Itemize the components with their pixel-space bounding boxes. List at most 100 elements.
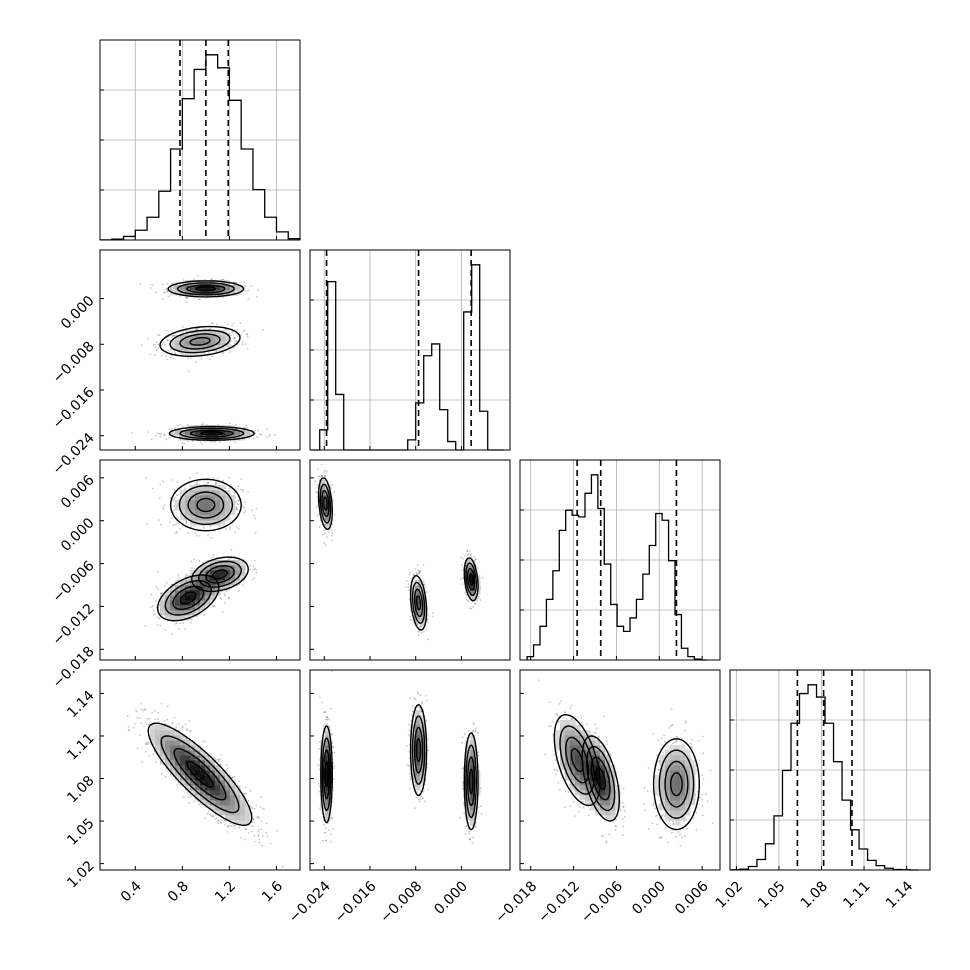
density-cell xyxy=(215,565,221,571)
scatter-point xyxy=(161,480,164,483)
scatter-point xyxy=(149,353,152,356)
scatter-point xyxy=(251,807,254,810)
scatter-point xyxy=(325,536,328,539)
scatter-point xyxy=(241,584,244,587)
scatter-point xyxy=(196,328,199,331)
density-cell xyxy=(175,750,181,756)
density-cell xyxy=(240,795,246,801)
density-cell xyxy=(180,610,186,616)
density-cell xyxy=(235,795,241,801)
density-cell xyxy=(185,770,191,776)
scatter-point xyxy=(157,718,159,721)
scatter-point xyxy=(245,426,248,429)
histogram-step-3 xyxy=(730,684,919,871)
scatter-point xyxy=(257,429,260,432)
density-cell xyxy=(165,615,171,621)
scatter-point xyxy=(246,348,249,350)
scatter-point xyxy=(161,591,163,594)
density-cell xyxy=(235,790,241,796)
scatter-point xyxy=(173,508,175,511)
scatter-point xyxy=(176,494,178,497)
density-cell xyxy=(165,750,171,756)
scatter-point xyxy=(144,742,147,745)
scatter-point xyxy=(234,827,237,830)
scatter-point xyxy=(234,441,237,443)
scatter-point xyxy=(224,328,227,331)
scatter-point xyxy=(257,815,260,818)
density-cell xyxy=(180,735,186,741)
density-cell xyxy=(225,430,231,436)
scatter-point xyxy=(185,301,188,304)
density-cell xyxy=(215,345,221,351)
scatter-point xyxy=(159,483,162,486)
scatter-point xyxy=(268,435,271,437)
scatter-point xyxy=(218,525,221,528)
scatter-point xyxy=(258,433,261,435)
corner-panels: 0.4 0.8 1.2 1.6 −0.024−0.016−0.008 0.000 −0.01… xyxy=(50,39,931,926)
scatter-point xyxy=(203,740,206,743)
density-cell xyxy=(160,605,166,611)
density-cell xyxy=(185,775,191,781)
scatter-point xyxy=(155,434,157,437)
scatter-point xyxy=(223,601,226,604)
density-cell xyxy=(200,580,206,586)
scatter-point xyxy=(127,729,130,732)
scatter-point xyxy=(240,836,242,839)
density-cell xyxy=(235,815,241,821)
contour-line xyxy=(186,284,226,294)
scatter-point xyxy=(226,824,229,827)
scatter-point xyxy=(236,343,239,346)
density-cell xyxy=(210,790,216,796)
scatter-point xyxy=(171,478,174,481)
contour-line xyxy=(173,747,227,801)
scatter-point xyxy=(316,484,319,486)
density-cell xyxy=(215,505,221,511)
density-cell xyxy=(185,505,191,511)
density-cell xyxy=(180,430,186,436)
density-cell xyxy=(165,730,171,736)
density-cell xyxy=(220,565,226,571)
density-cell xyxy=(170,615,176,621)
scatter-point xyxy=(210,278,212,281)
density-cell xyxy=(190,335,196,341)
scatter-point xyxy=(168,436,171,439)
scatter-point xyxy=(199,298,201,301)
scatter-point xyxy=(227,767,230,769)
density-cell xyxy=(205,495,211,501)
density-cell xyxy=(180,285,186,291)
scatter-point xyxy=(233,491,236,494)
scatter-point xyxy=(165,438,168,441)
scatter-point xyxy=(147,431,150,433)
density-cell xyxy=(200,330,206,336)
density-cell xyxy=(215,490,221,496)
scatter-point xyxy=(162,298,165,300)
scatter-point xyxy=(215,481,217,483)
contour-line xyxy=(160,735,240,814)
density-cell xyxy=(190,780,196,786)
scatter-point xyxy=(195,361,198,364)
scatter-point xyxy=(165,329,168,332)
density-cell xyxy=(220,780,226,786)
scatter-point xyxy=(187,370,190,373)
density-cell xyxy=(155,740,161,746)
scatter-point xyxy=(236,502,239,505)
scatter-point xyxy=(205,483,208,486)
density-cell xyxy=(195,760,201,766)
scatter-point xyxy=(231,324,233,327)
scatter-point xyxy=(318,526,321,528)
density-cell xyxy=(200,790,206,796)
scatter-point xyxy=(244,786,247,789)
density-cell xyxy=(210,595,216,601)
density-cell xyxy=(175,745,181,751)
scatter-point xyxy=(225,769,228,772)
scatter-point xyxy=(174,427,177,429)
scatter-point xyxy=(237,499,240,502)
density-cell xyxy=(210,485,216,491)
density-cell xyxy=(200,500,206,506)
density-cell xyxy=(220,770,226,776)
scatter-point xyxy=(235,506,238,509)
density-cell xyxy=(225,775,231,781)
density-cell xyxy=(195,765,201,771)
scatter-point xyxy=(163,720,166,722)
scatter-point xyxy=(207,481,209,484)
